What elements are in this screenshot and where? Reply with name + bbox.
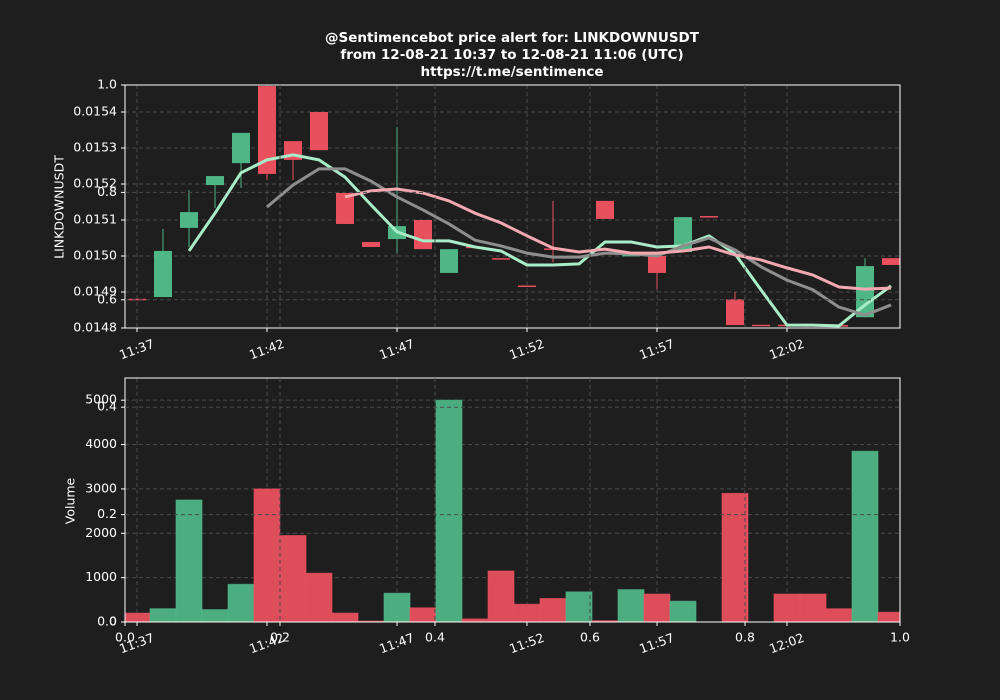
candle-body <box>752 324 770 327</box>
x-tick-label: 0.2 <box>270 630 290 645</box>
y-axis-label: Volume <box>63 477 78 524</box>
x-tick-label: 0.0 <box>115 630 135 645</box>
y-axis-label: LINKDOWNUSDT <box>52 155 67 259</box>
candle-body <box>700 216 718 218</box>
x-tick-label: 0.8 <box>735 630 755 645</box>
candle-body <box>206 176 224 186</box>
y-tick-label: 0.8 <box>97 184 117 199</box>
candle-body <box>258 86 276 174</box>
volume-bar <box>253 488 281 622</box>
volume-bar <box>149 608 177 622</box>
axes-frame <box>124 377 901 623</box>
candle-body <box>362 241 380 247</box>
y-tick-label: 4000 <box>85 436 117 451</box>
volume-bar <box>279 534 307 622</box>
moving-average-line <box>266 167 892 317</box>
volume-bar <box>643 593 671 622</box>
y-tick-label: 0.0148 <box>73 320 117 335</box>
y-tick-label: 0.0 <box>97 614 117 629</box>
volume-bar <box>435 399 463 622</box>
volume-bar <box>513 603 541 622</box>
y-tick-label: 5000 <box>85 392 117 407</box>
volume-bar <box>201 609 229 622</box>
candle-body <box>180 212 198 228</box>
volume-bar <box>487 570 515 622</box>
volume-bar <box>617 589 645 622</box>
y-tick-label: 3000 <box>85 480 117 495</box>
y-tick-label: 0.0151 <box>73 212 117 227</box>
volume-bar <box>539 597 567 622</box>
y-tick-label: 2000 <box>85 525 117 540</box>
y-tick-label: 0.4 <box>97 399 117 414</box>
volume-bar <box>721 492 749 622</box>
candle-body <box>232 132 250 164</box>
chart-title: https://t.me/sentimence <box>420 64 603 80</box>
candle-body <box>726 299 744 326</box>
plot-area <box>128 86 900 328</box>
volume-bar <box>851 450 879 622</box>
volume-bar <box>305 572 333 622</box>
y-tick-label: 0.2 <box>97 506 117 521</box>
y-tick-label: 1000 <box>85 569 117 584</box>
y-tick-label: 0.0149 <box>73 284 117 299</box>
axes-frame <box>124 84 901 329</box>
y-tick-label: 0.0154 <box>73 104 117 119</box>
volume-bar <box>409 607 437 622</box>
volume-bar <box>331 612 359 622</box>
candle-body <box>440 249 458 273</box>
candle-body <box>128 298 146 301</box>
y-tick-label: 0 <box>109 614 117 629</box>
y-tick-label: 0.6 <box>97 291 117 306</box>
moving-average-line <box>344 187 892 291</box>
moving-average-line <box>187 153 892 328</box>
candle-body <box>154 250 172 298</box>
y-tick-label: 0.0150 <box>73 248 117 263</box>
candle-body <box>492 258 510 260</box>
candle-body <box>882 258 900 265</box>
volume-bar <box>175 499 203 622</box>
chart-title: @Sentimencebot price alert for: LINKDOWN… <box>325 30 700 46</box>
volume-bar <box>773 593 801 622</box>
y-tick-label: 0.0153 <box>73 140 117 155</box>
volume-bar <box>565 591 593 622</box>
volume-bar <box>825 608 853 622</box>
x-tick-label: 0.6 <box>580 630 600 645</box>
x-tick-label: 0.4 <box>425 630 445 645</box>
volume-bar <box>799 593 827 622</box>
volume-bar <box>125 612 151 622</box>
candle-body <box>414 220 432 250</box>
x-tick-label: 1.0 <box>890 630 910 645</box>
volume-bar <box>227 583 255 622</box>
candle-body <box>518 285 536 288</box>
candle-body <box>622 254 640 257</box>
plot-area <box>125 399 900 622</box>
candle-body <box>310 112 328 151</box>
candle-body <box>596 200 614 219</box>
candle-body <box>856 266 874 318</box>
volume-bar <box>669 600 697 622</box>
chart-title: from 12-08-21 10:37 to 12-08-21 11:06 (U… <box>340 47 683 63</box>
candle-body <box>336 193 354 224</box>
y-tick-label: 1.0 <box>97 77 117 92</box>
volume-bar <box>383 592 411 622</box>
candle-body <box>648 256 666 273</box>
y-tick-label: 0.0152 <box>73 176 117 191</box>
